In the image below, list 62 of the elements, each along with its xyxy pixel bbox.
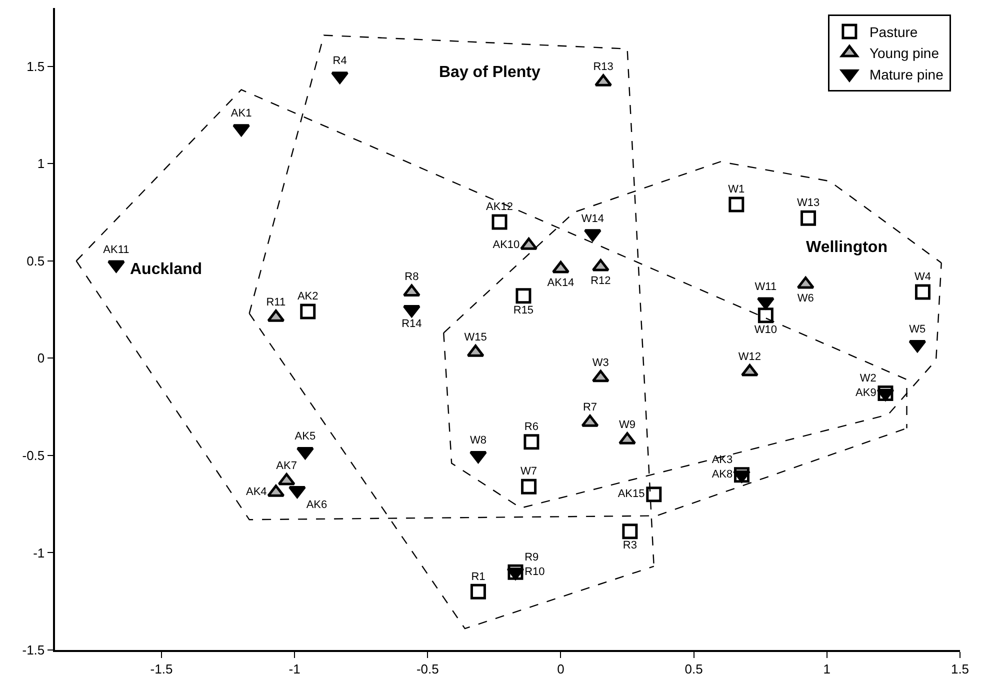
annotation: Auckland xyxy=(130,261,202,278)
x-tick-label: 1 xyxy=(823,661,831,676)
x-tick-label: 0.5 xyxy=(684,661,703,676)
data-label: W3 xyxy=(592,356,609,369)
data-label: W2 xyxy=(860,372,876,384)
data-label: R1 xyxy=(471,570,486,583)
data-label: W10 xyxy=(754,324,778,336)
data-label: R11 xyxy=(266,296,286,308)
y-tick-label: -0.5 xyxy=(22,448,45,463)
x-tick-label: -1.5 xyxy=(150,661,173,676)
y-tick-label: 0.5 xyxy=(26,253,45,268)
annotation: Bay of Plenty xyxy=(439,64,540,81)
y-tick-label: -1.5 xyxy=(22,642,45,658)
data-label: W11 xyxy=(754,280,777,293)
data-label: W9 xyxy=(619,419,636,432)
x-tick-label: 1.5 xyxy=(950,661,970,676)
y-tick-label: 1.5 xyxy=(26,58,45,74)
data-label: AK12 xyxy=(486,201,513,214)
data-label: R14 xyxy=(402,318,422,330)
data-label: R7 xyxy=(582,402,598,414)
x-tick-label: 0 xyxy=(557,661,564,676)
data-label: W7 xyxy=(520,466,538,478)
data-label: AK4 xyxy=(246,486,267,498)
data-label: AK3 xyxy=(712,454,733,466)
legend-label: Young pine xyxy=(869,45,940,62)
legend-label: Mature pine xyxy=(869,66,944,82)
data-label: AK7 xyxy=(276,460,297,472)
data-label: W1 xyxy=(728,184,745,196)
data-label: AK9 xyxy=(856,386,876,399)
data-label: W13 xyxy=(796,197,820,210)
annotation: Wellington xyxy=(806,239,888,256)
data-label: W6 xyxy=(797,292,814,305)
data-label: W5 xyxy=(909,324,926,336)
data-label: AK15 xyxy=(618,488,645,500)
data-label: R4 xyxy=(332,55,347,68)
data-label: R9 xyxy=(524,551,539,564)
y-tick-label: -1 xyxy=(33,545,45,560)
data-label: R15 xyxy=(513,304,534,316)
data-label: R6 xyxy=(524,420,538,433)
legend-label: Pasture xyxy=(869,24,918,40)
data-label: AK1 xyxy=(230,108,252,120)
data-label: AK14 xyxy=(547,277,574,290)
y-tick-label: 1 xyxy=(37,156,45,172)
data-label: W15 xyxy=(464,331,487,344)
data-label: AK2 xyxy=(297,290,318,303)
y-tick-label: 0 xyxy=(37,350,45,366)
data-label: W8 xyxy=(470,434,486,447)
data-label: AK10 xyxy=(492,239,520,252)
data-label: AK5 xyxy=(294,430,316,443)
data-label: R13 xyxy=(593,61,614,74)
data-label: AK11 xyxy=(103,244,130,256)
data-label: AK8 xyxy=(712,468,733,481)
data-label: R12 xyxy=(590,275,611,288)
data-label: W12 xyxy=(738,350,762,363)
x-tick-label: -1 xyxy=(288,661,300,676)
x-tick-label: -0.5 xyxy=(416,661,439,676)
data-label: R10 xyxy=(524,566,545,578)
data-label: R3 xyxy=(622,540,637,552)
data-label: R8 xyxy=(404,271,419,284)
data-label: AK6 xyxy=(306,498,328,511)
data-label: W14 xyxy=(581,212,604,225)
data-label: W4 xyxy=(914,271,931,284)
